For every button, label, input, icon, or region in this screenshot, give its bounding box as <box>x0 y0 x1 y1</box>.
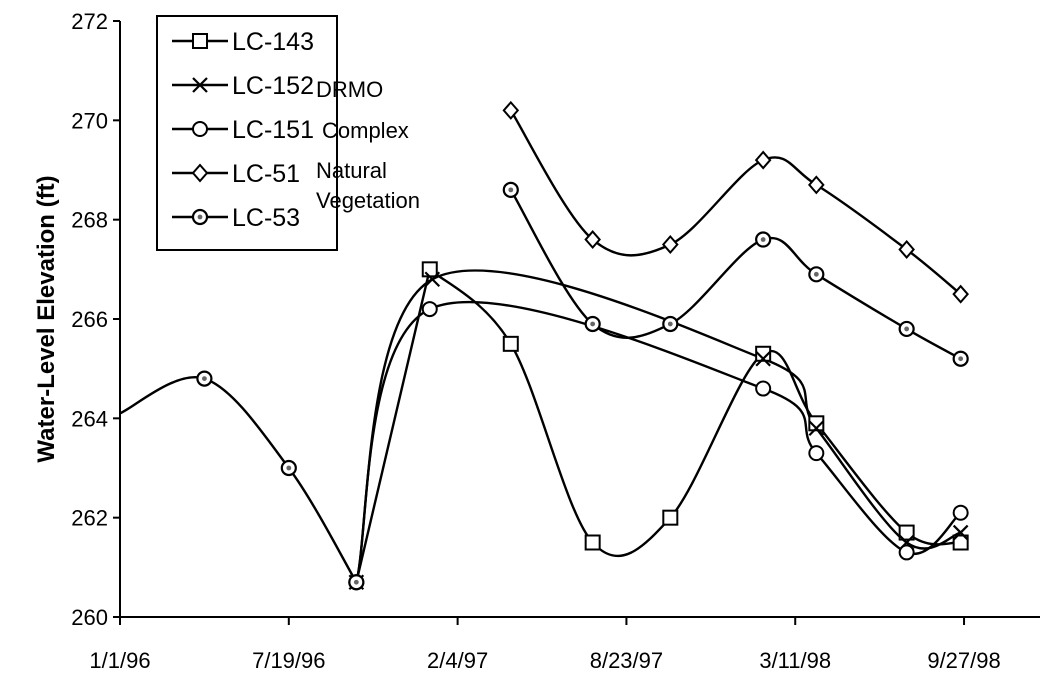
marker-x-stroke <box>424 271 441 288</box>
x-tick-label: 9/27/98 <box>927 648 1000 673</box>
point-lc-53 <box>662 315 679 333</box>
axes: 260 262 264 266 268 270 272 1/1/96 7/19/96 2/4/97… <box>33 9 1040 673</box>
point-lc-143 <box>421 261 438 278</box>
annotation: DRMO Complex Natural Vegetation <box>316 77 420 213</box>
legend-label-lc-51: LC-51 <box>232 160 300 188</box>
marker-x-stroke <box>755 350 771 367</box>
annotation-line: Natural <box>316 158 387 183</box>
point-lc-53 <box>755 231 772 248</box>
point-lc-143 <box>952 534 969 551</box>
series-line-lc-53-link <box>355 269 431 583</box>
marker-x-stroke <box>952 524 969 541</box>
x-tick-label: 2/4/97 <box>427 648 488 673</box>
point-lc-53 <box>348 574 365 591</box>
legend-marker-lc-151 <box>192 121 208 137</box>
series-line-lc-143 <box>428 268 961 557</box>
point-lc-151 <box>898 544 915 561</box>
series-line-lc-53 <box>119 376 358 583</box>
marker-dot <box>508 187 514 193</box>
marker-dot <box>813 271 819 277</box>
point-lc-151 <box>808 445 825 462</box>
y-tick-label: 270 <box>71 108 108 133</box>
marker-dot <box>590 321 596 327</box>
point-lc-51 <box>584 230 601 250</box>
point-lc-151 <box>421 301 438 318</box>
x-tick-label: 1/1/96 <box>89 648 150 673</box>
series-line-lc-51 <box>509 109 962 296</box>
y-tick-label: 266 <box>71 307 108 332</box>
marker-dot <box>958 356 964 362</box>
y-tick-label: 264 <box>71 406 108 431</box>
point-lc-51 <box>808 175 825 195</box>
y-tick-label: 272 <box>71 9 108 34</box>
point-lc-143 <box>502 335 519 352</box>
point-lc-51 <box>898 239 915 259</box>
annotation-line: Complex <box>322 118 409 143</box>
y-axis-title: Water-Level Elevation (ft) <box>33 175 60 462</box>
legend-label-lc-151: LC-151 <box>232 116 314 144</box>
point-lc-53 <box>952 350 969 367</box>
point-lc-53 <box>280 459 297 477</box>
point-lc-151 <box>952 504 969 521</box>
point-lc-152 <box>808 420 825 437</box>
legend-label-lc-53: LC-53 <box>232 204 300 232</box>
marker-x-stroke <box>192 77 208 93</box>
point-lc-143 <box>755 345 772 362</box>
marker-dot <box>286 465 292 471</box>
point-lc-53 <box>196 370 213 387</box>
series-line-lc-151 <box>355 300 962 583</box>
point-lc-143 <box>898 524 915 541</box>
series-markers <box>196 100 969 591</box>
legend-marker-lc-53 <box>191 208 209 226</box>
point-lc-51 <box>502 100 520 120</box>
legend-marker-lc-143 <box>192 33 208 49</box>
point-lc-53 <box>584 315 601 333</box>
marker-dot <box>667 321 673 327</box>
point-lc-53 <box>898 320 915 338</box>
x-tick-label: 7/19/96 <box>252 648 325 673</box>
marker-dot <box>904 326 910 332</box>
x-tick-label: 3/11/98 <box>759 648 831 673</box>
x-tick-label: 8/23/97 <box>590 648 663 673</box>
series-line-lc-53 <box>509 189 962 360</box>
y-tick-label: 268 <box>71 208 108 233</box>
point-lc-143 <box>584 534 601 551</box>
y-tick-label: 262 <box>71 506 108 531</box>
point-lc-51 <box>661 234 679 255</box>
point-lc-143 <box>808 415 825 432</box>
legend-label-lc-143: LC-143 <box>232 28 314 56</box>
legend-box <box>156 15 338 251</box>
point-lc-152 <box>755 350 771 367</box>
marker-dot <box>353 579 359 585</box>
annotation-line: DRMO <box>316 77 383 102</box>
marker-x-stroke <box>808 420 825 437</box>
point-lc-53 <box>502 181 519 198</box>
legend-marker-lc-51 <box>191 163 209 183</box>
point-lc-151 <box>755 380 772 397</box>
point-lc-51 <box>952 284 969 304</box>
series-line-lc-152 <box>355 269 962 583</box>
y-tick-label: 260 <box>71 605 108 630</box>
legend-marker-lc-152 <box>192 77 208 93</box>
point-lc-152 <box>424 271 441 288</box>
annotation-line: Vegetation <box>316 188 420 213</box>
marker-dot <box>197 214 203 220</box>
point-lc-53 <box>808 266 825 283</box>
point-lc-143 <box>662 509 679 526</box>
point-lc-51 <box>754 150 772 170</box>
legend: LC-143 LC-152 LC-151 LC-51 LC-53 <box>156 15 338 251</box>
marker-dot <box>760 237 766 242</box>
legend-label-lc-152: LC-152 <box>232 72 314 100</box>
point-lc-152 <box>952 524 969 541</box>
marker-dot <box>202 376 207 381</box>
